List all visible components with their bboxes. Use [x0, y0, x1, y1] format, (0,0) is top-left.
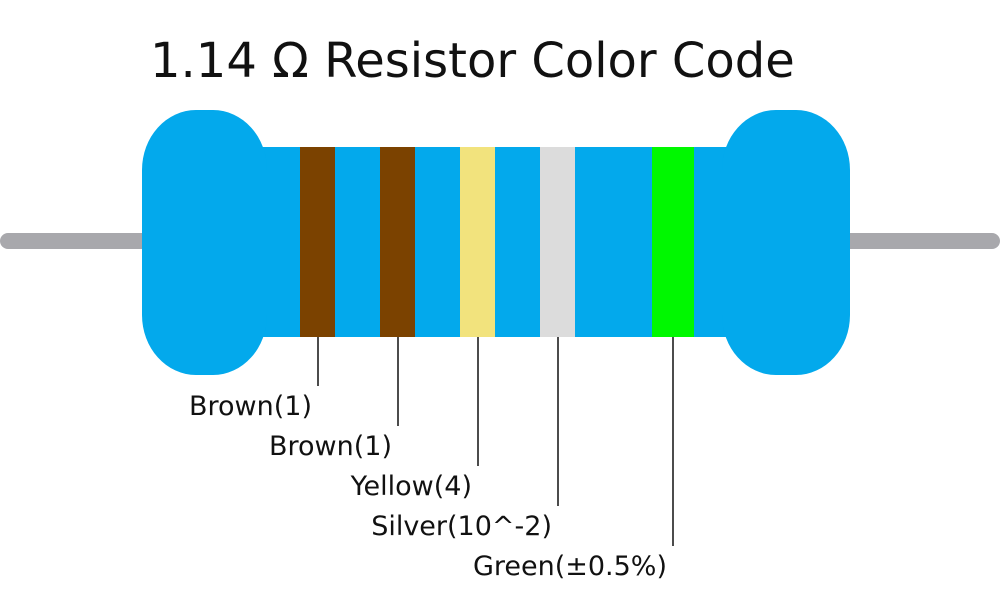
tolerance-band-label: Green(±0.5%): [473, 551, 667, 582]
multiplier-band: [540, 147, 575, 337]
band-3-label: Yellow(4): [350, 471, 472, 502]
page-title: 1.14 Ω Resistor Color Code: [150, 33, 795, 89]
tolerance-band: [652, 147, 694, 337]
right-cap: [722, 110, 850, 375]
multiplier-band-label: Silver(10^-2): [371, 511, 552, 542]
resistor-body: [142, 110, 850, 375]
band-3: [460, 147, 495, 337]
band-1: [300, 147, 335, 337]
band-1-label: Brown(1): [189, 391, 312, 422]
left-cap: [142, 110, 267, 375]
band-2: [380, 147, 415, 337]
band-2-label: Brown(1): [269, 431, 392, 462]
